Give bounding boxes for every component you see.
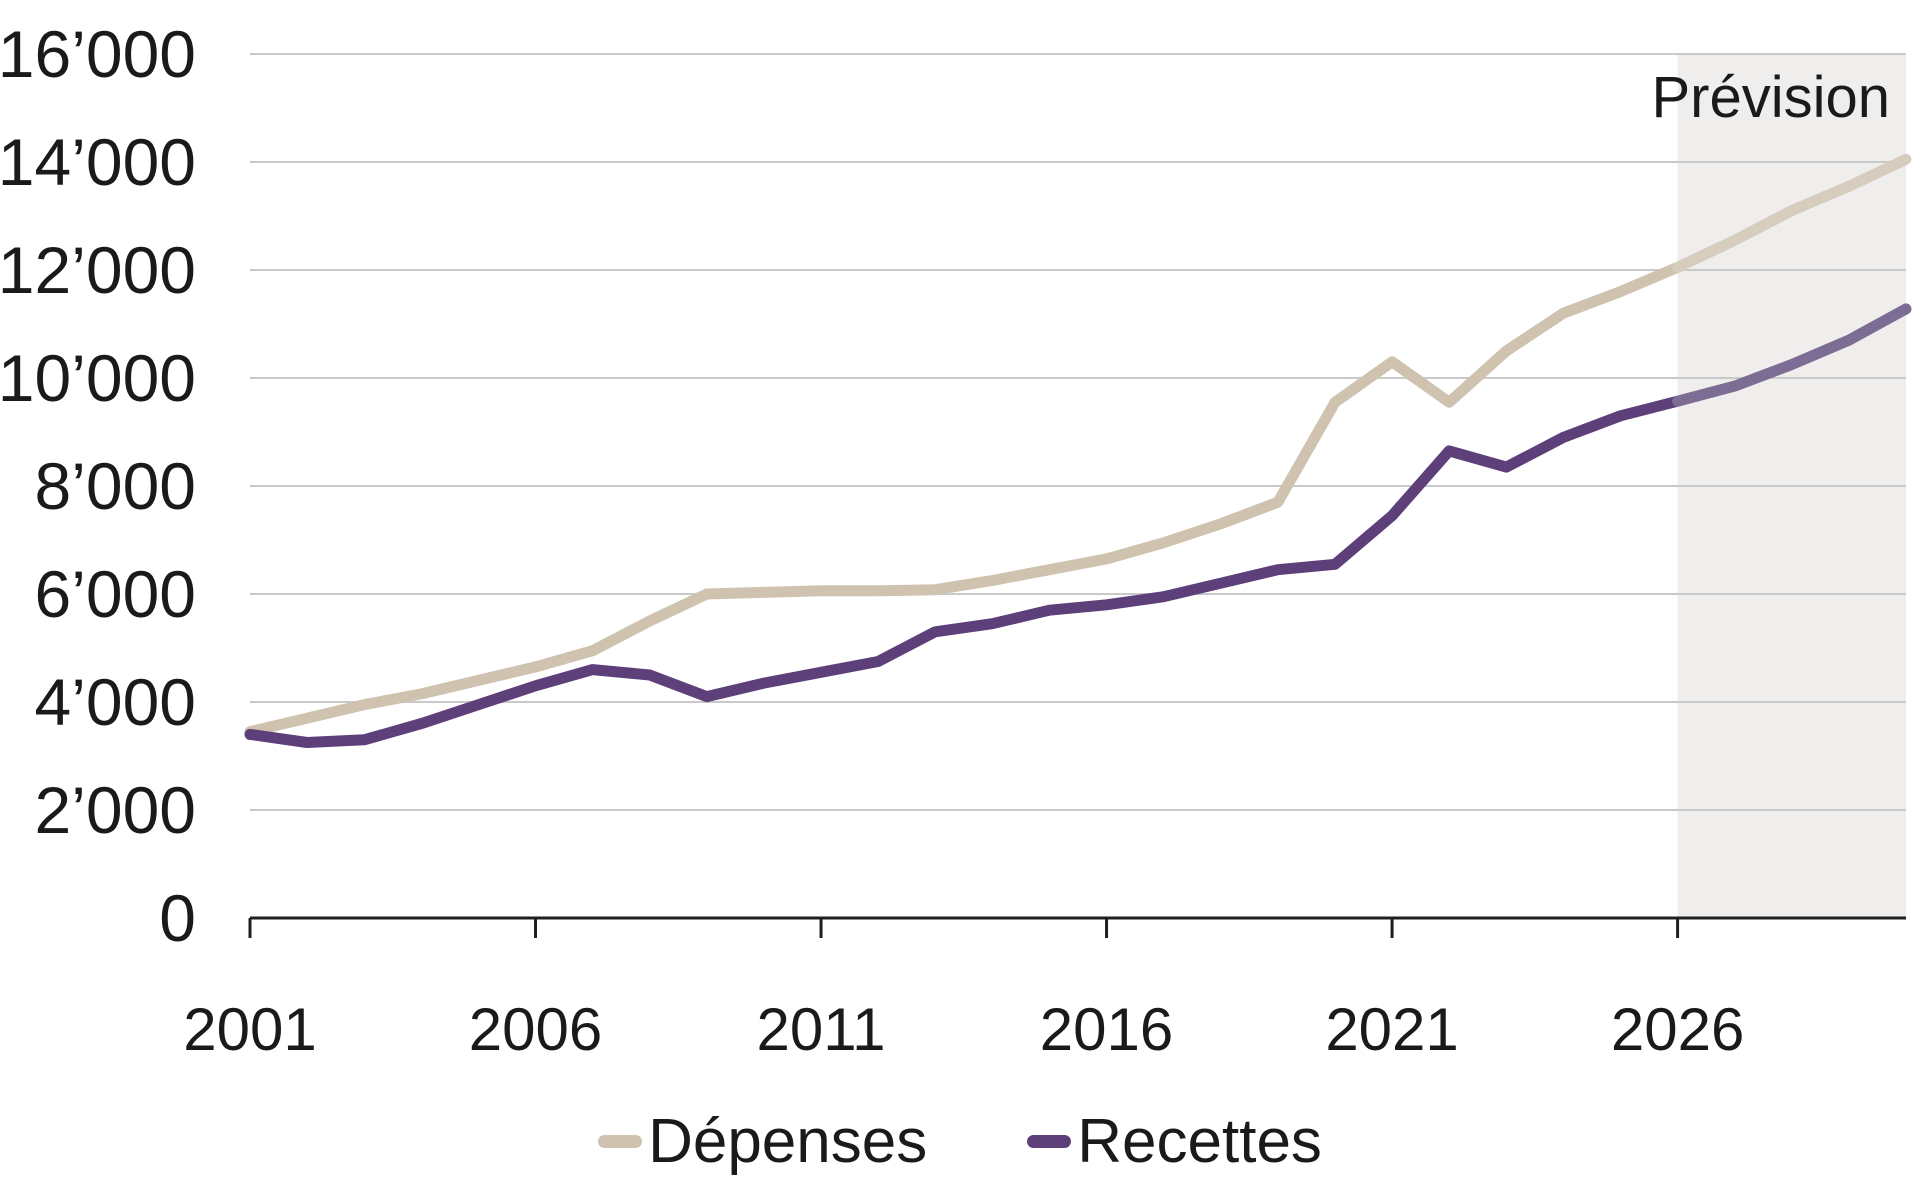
depenses-line-marker — [598, 1135, 643, 1148]
y-axis-label: 2’000 — [35, 773, 197, 847]
x-axis-label: 2016 — [1040, 996, 1173, 1063]
x-axis-label: 2021 — [1325, 996, 1458, 1063]
series-line-dépenses — [244, 261, 1684, 738]
y-axis-label: 6’000 — [35, 557, 197, 631]
y-axis-label: 16’000 — [0, 17, 196, 91]
x-axis-label: 2006 — [469, 996, 602, 1063]
x-axis-label: 2001 — [183, 996, 316, 1063]
series-line-dépenses-forecast — [1672, 153, 1912, 273]
y-axis-label: 0 — [159, 881, 196, 955]
y-axis-label: 8’000 — [35, 449, 197, 523]
y-axis-label: 14’000 — [0, 125, 196, 199]
y-axis-label: 12’000 — [0, 233, 196, 307]
recettes-line-marker — [1027, 1135, 1072, 1148]
legend: Dépenses Recettes — [0, 1106, 1920, 1177]
legend-item-recettes: Recettes — [1027, 1106, 1322, 1177]
series-line-recettes-forecast — [1672, 303, 1912, 407]
series-line-recettes — [244, 395, 1684, 748]
depenses-legend-label: Dépenses — [648, 1107, 928, 1176]
x-axis-label: 2026 — [1611, 996, 1744, 1063]
x-axis-label: 2011 — [757, 996, 886, 1063]
y-axis-label: 4’000 — [35, 665, 197, 739]
y-axis-label: 10’000 — [0, 341, 196, 415]
forecast-region-label: Prévision — [1651, 65, 1890, 130]
legend-item-depenses: Dépenses — [598, 1106, 927, 1177]
recettes-legend-label: Recettes — [1077, 1107, 1322, 1176]
